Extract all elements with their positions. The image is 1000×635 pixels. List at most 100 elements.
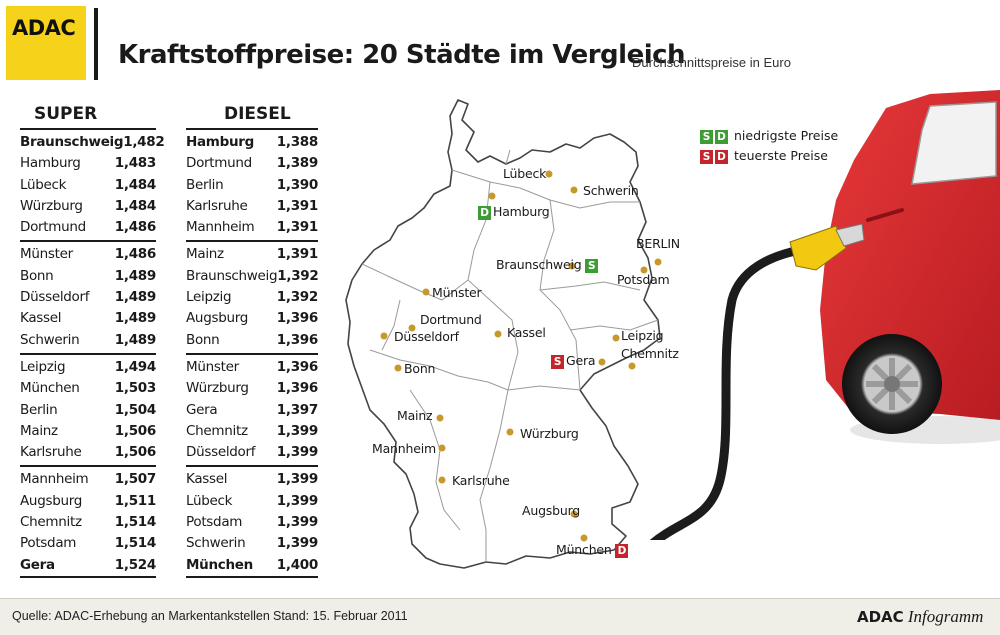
fuel-price: 1,397 xyxy=(276,401,319,418)
header-divider xyxy=(94,8,98,80)
table-row: Leipzig 1,494 xyxy=(20,357,156,378)
fuel-price: 1,399 xyxy=(276,514,319,531)
city-name: Lübeck xyxy=(20,176,67,193)
city-name: Schwerin xyxy=(20,331,80,348)
page-subtitle: Durchschnittspreise in Euro xyxy=(632,55,791,70)
city-name: Bonn xyxy=(20,267,54,284)
table-row: Gera 1,397 xyxy=(186,400,318,421)
diesel-price-group: Mainz 1,391 Braunschweig 1,392 Leipzig 1,392 A… xyxy=(186,240,319,350)
table-row: Mannheim 1,507 xyxy=(20,469,156,490)
fuel-price: 1,389 xyxy=(276,155,319,172)
table-row: Lübeck 1,484 xyxy=(20,175,156,196)
city-name: München xyxy=(186,556,253,573)
fuel-price: 1,399 xyxy=(276,471,319,488)
page-title: Kraftstoffpreise: 20 Städte im Vergleich xyxy=(118,40,686,70)
diesel-price-group: Kassel 1,399 Lübeck 1,399 Potsdam 1,399 Schwer… xyxy=(186,465,319,578)
map-label-braunschweig: Braunschweig S xyxy=(496,257,600,273)
header: ADAC Kraftstoffpreise: 20 Städte im Verg… xyxy=(0,0,1000,88)
table-row: Braunschweig 1,482 xyxy=(20,132,165,153)
city-name: Braunschweig xyxy=(20,134,124,150)
table-row: Gera 1,524 xyxy=(20,555,156,576)
map-label-muenchen: München D xyxy=(556,542,630,558)
table-row: Münster 1,396 xyxy=(186,357,318,378)
footer: Quelle: ADAC-Erhebung an Markentankstell… xyxy=(0,598,1000,635)
city-name: Gera xyxy=(186,401,218,418)
table-row: Düsseldorf 1,399 xyxy=(186,442,318,463)
city-name: Augsburg xyxy=(20,492,83,509)
table-row: Bonn 1,489 xyxy=(20,266,156,287)
city-name: Chemnitz xyxy=(186,422,248,439)
fuel-price: 1,489 xyxy=(114,289,157,306)
fuel-price: 1,391 xyxy=(276,246,319,263)
table-row: Braunschweig 1,392 xyxy=(186,266,319,287)
map-label-berlin: BERLIN xyxy=(636,236,680,251)
table-row: Dortmund 1,389 xyxy=(186,153,318,174)
table-row: Düsseldorf 1,489 xyxy=(20,287,156,308)
fuel-price: 1,391 xyxy=(276,197,319,214)
city-name: Mainz xyxy=(186,246,224,263)
cheapest-super-badge: S xyxy=(585,258,599,273)
car-refuelling-illustration xyxy=(649,90,1000,540)
city-name: Hamburg xyxy=(186,134,254,150)
city-name: Potsdam xyxy=(20,535,77,552)
map-label-mainz: Mainz xyxy=(397,408,433,423)
table-row: Schwerin 1,399 xyxy=(186,533,318,554)
fuel-price: 1,399 xyxy=(276,535,319,552)
table-row: Berlin 1,390 xyxy=(186,175,318,196)
door-handle xyxy=(866,208,904,222)
fuel-price: 1,391 xyxy=(276,219,319,236)
super-price-group: Braunschweig 1,482 Hamburg 1,483 Lübeck 1,484… xyxy=(20,128,165,238)
city-name: Berlin xyxy=(20,401,58,418)
table-row: Würzburg 1,484 xyxy=(20,196,156,217)
city-name: Düsseldorf xyxy=(186,444,256,461)
city-name: Mannheim xyxy=(20,471,89,488)
fuel-price: 1,489 xyxy=(114,310,157,327)
table-row: Chemnitz 1,399 xyxy=(186,421,318,442)
table-row: Mannheim 1,391 xyxy=(186,217,318,238)
city-name: Düsseldorf xyxy=(20,289,90,306)
map-label-duesseldorf: Düsseldorf xyxy=(394,329,459,344)
fuel-price: 1,494 xyxy=(114,358,157,375)
wheel-hub xyxy=(884,376,900,392)
fuel-price: 1,396 xyxy=(276,310,319,327)
fuel-price: 1,399 xyxy=(276,422,319,439)
source-note: Quelle: ADAC-Erhebung an Markentankstell… xyxy=(12,609,270,623)
table-row: München 1,400 xyxy=(186,555,318,576)
fuel-price: 1,399 xyxy=(276,444,319,461)
table-row: Münster 1,486 xyxy=(20,244,156,265)
city-name: Braunschweig xyxy=(186,267,278,284)
table-row: Augsburg 1,511 xyxy=(20,491,156,512)
table-row: Mainz 1,391 xyxy=(186,244,318,265)
fuel-price: 1,489 xyxy=(114,267,157,284)
city-name: Würzburg xyxy=(20,197,83,214)
city-name: Karlsruhe xyxy=(186,197,248,214)
city-name: München xyxy=(20,380,80,397)
fuel-price: 1,484 xyxy=(114,176,157,193)
table-row: Schwerin 1,489 xyxy=(20,330,156,351)
fuel-price: 1,484 xyxy=(114,197,157,214)
fuel-price: 1,503 xyxy=(114,380,157,397)
dearest-diesel-badge: D xyxy=(615,543,629,558)
super-price-group: Münster 1,486 Bonn 1,489 Düsseldorf 1,489 Kass… xyxy=(20,240,156,350)
map-label-muenster: Münster xyxy=(432,285,482,300)
table-row: Karlsruhe 1,506 xyxy=(20,442,156,463)
city-name: Lübeck xyxy=(186,492,233,509)
map-label-hamburg: D Hamburg xyxy=(478,204,550,220)
table-row: Lübeck 1,399 xyxy=(186,491,318,512)
fuel-nozzle-spout xyxy=(835,223,865,247)
adac-logo: ADAC xyxy=(6,6,86,80)
table-row: Chemnitz 1,514 xyxy=(20,512,156,533)
city-name: Würzburg xyxy=(186,380,249,397)
fuel-price: 1,514 xyxy=(114,535,157,552)
diesel-price-table: Hamburg 1,388 Dortmund 1,389 Berlin 1,390 Karl… xyxy=(186,128,319,580)
germany-map xyxy=(345,99,662,569)
city-name: Münster xyxy=(186,358,239,375)
fuel-hose xyxy=(649,245,805,540)
infogramm-credit: ADAC Infogramm xyxy=(857,607,984,626)
city-name: Dortmund xyxy=(20,219,86,236)
fuel-price: 1,489 xyxy=(114,331,157,348)
fuel-price: 1,392 xyxy=(276,289,319,306)
city-name: Münster xyxy=(20,246,73,263)
